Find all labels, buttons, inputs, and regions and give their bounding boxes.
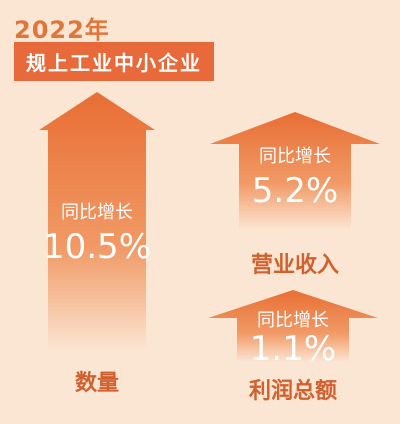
caption-label-2: 同比增长 — [259, 146, 331, 167]
value-label-3: 1.1% — [250, 329, 336, 369]
value-label-2: 5.2% — [252, 171, 338, 211]
caption-label-1: 同比增长 — [61, 202, 133, 223]
caption-label-3: 同比增长 — [257, 310, 329, 331]
category-label-1: 数量 — [75, 370, 119, 396]
category-label-3: 利润总额 — [249, 378, 337, 404]
arrow-bar-2 — [210, 112, 380, 230]
arrow-bar-3 — [208, 290, 378, 362]
category-label-2: 营业收入 — [251, 252, 339, 278]
arrow-1: 同比增长 10.5% 数量 — [39, 92, 155, 396]
arrow-2: 同比增长 5.2% 营业收入 — [210, 112, 380, 278]
value-label-1: 10.5% — [43, 227, 151, 267]
year-title: 2022年 — [14, 16, 110, 44]
subtitle-banner: 规上工业中小企业 — [14, 42, 214, 81]
arrow-bar-1 — [39, 92, 155, 352]
